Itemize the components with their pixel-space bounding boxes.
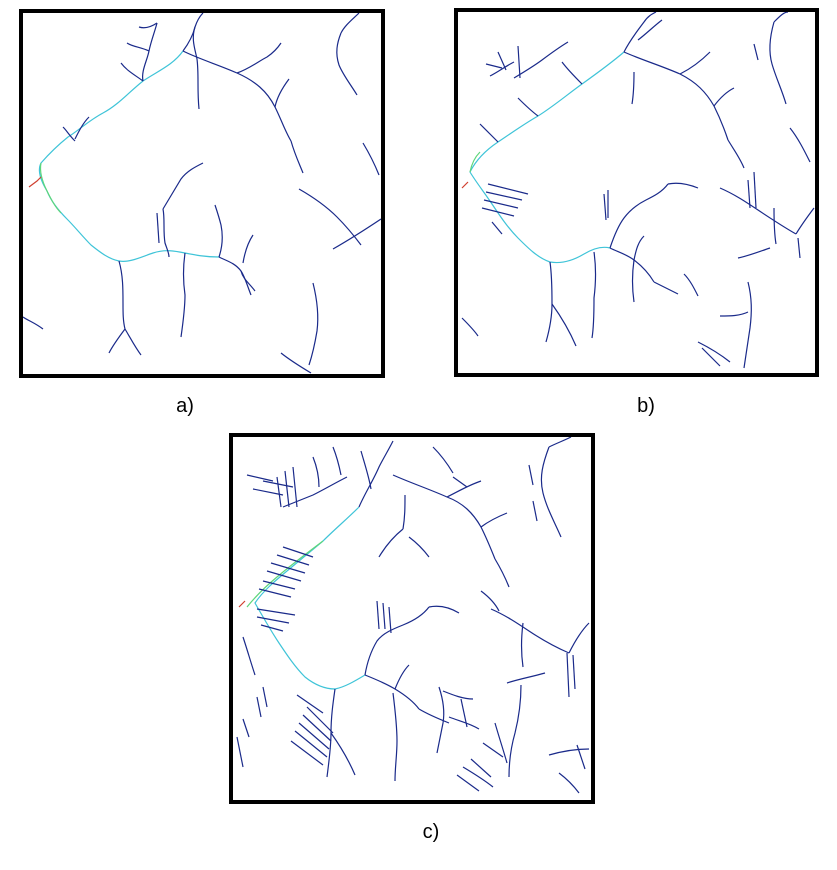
upper-main-green [469,151,481,173]
panel-b-streams [461,12,815,369]
upper-main-green [246,540,324,608]
panel-c-network-map [229,433,595,804]
outlet-segment [238,600,246,608]
outlet-segment [461,181,469,189]
outlet-segment [28,176,42,188]
panel-a-streams [23,13,381,374]
panel-b-network-map [454,8,819,377]
main-channel [469,51,625,264]
caption-b: b) [637,395,655,417]
main-channel [254,506,366,690]
main-channel [38,50,220,262]
upper-main-green [39,162,62,214]
caption-c: c) [422,821,440,843]
panel-a-network-map [19,9,385,378]
caption-a: a) [176,395,194,417]
panel-c-streams [236,437,590,794]
